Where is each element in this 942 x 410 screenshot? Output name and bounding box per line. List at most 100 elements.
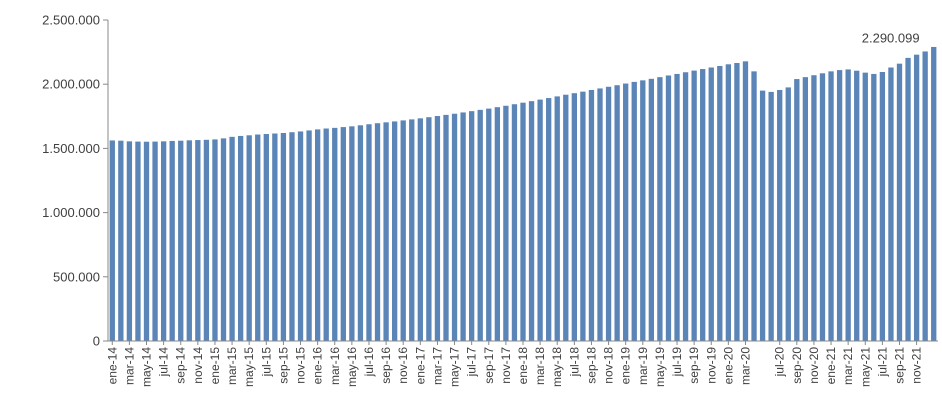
x-tick-label: nov-14 — [191, 347, 205, 384]
x-tick-label: jul-16 — [362, 347, 376, 378]
bar — [520, 102, 526, 341]
x-tick-label: ene-21 — [824, 347, 838, 385]
bar — [597, 88, 603, 341]
bar — [135, 141, 141, 341]
y-tick-label: 2.500.000 — [42, 13, 100, 28]
y-tick-label: 0 — [93, 334, 100, 349]
x-tick-label: nov-17 — [499, 347, 513, 384]
bar — [896, 63, 903, 341]
bar — [631, 81, 637, 341]
bar — [451, 113, 458, 341]
bar — [836, 70, 843, 341]
bar — [426, 117, 432, 341]
x-tick-label: jul-14 — [157, 347, 171, 378]
x-tick-label: jul-17 — [465, 347, 479, 378]
x-tick-label: may-19 — [653, 347, 667, 387]
bar — [717, 65, 723, 341]
bar — [109, 140, 115, 341]
x-tick-label: ene-15 — [208, 347, 222, 385]
bar — [571, 93, 577, 341]
bar — [700, 69, 706, 342]
bar — [460, 112, 466, 341]
bar — [357, 125, 364, 341]
bar — [888, 67, 894, 341]
bar — [374, 123, 381, 341]
bar — [297, 131, 304, 341]
bar — [323, 128, 329, 341]
y-tick-label: 1.500.000 — [42, 141, 100, 156]
bar — [443, 114, 449, 341]
bar — [648, 78, 655, 341]
x-tick-label: may-21 — [858, 347, 872, 387]
bar — [819, 73, 826, 341]
y-axis: 0 500.000 1.000.000 1.500.000 2.000.000 2.500… — [42, 13, 109, 349]
x-tick-label: sep-15 — [276, 347, 290, 384]
bar — [794, 79, 800, 341]
bar — [203, 139, 210, 341]
bar — [263, 134, 269, 341]
bar — [469, 111, 475, 341]
x-axis: ene-14 mar-14 may-14 jul-14 sep-14 nov-14 ene-… — [105, 340, 938, 387]
bar — [665, 75, 672, 341]
x-tick-label: sep-20 — [790, 347, 804, 384]
bar — [605, 86, 612, 342]
x-tick-label: jul-18 — [567, 347, 581, 378]
x-tick-label: jul-19 — [670, 347, 684, 378]
bar — [126, 141, 133, 341]
bar — [785, 87, 791, 341]
x-tick-label: mar-21 — [841, 347, 855, 385]
bar — [614, 85, 620, 341]
bar — [237, 135, 244, 341]
bar — [280, 132, 287, 341]
bar — [178, 140, 184, 341]
x-tick-label: may-18 — [550, 347, 564, 387]
x-tick-label: nov-19 — [704, 347, 718, 384]
x-tick-label: may-15 — [242, 347, 256, 387]
bar — [905, 57, 911, 341]
x-tick-label: mar-17 — [430, 347, 444, 385]
bar — [511, 104, 518, 341]
bar — [854, 70, 860, 341]
x-tick-label: jul-20 — [773, 347, 787, 378]
bar — [340, 127, 346, 341]
bar — [845, 69, 851, 342]
bar — [289, 132, 295, 341]
x-tick-label: sep-21 — [892, 347, 906, 384]
x-tick-label: ene-14 — [105, 347, 119, 385]
bar — [640, 80, 646, 341]
bar — [546, 98, 552, 341]
bar — [742, 61, 749, 342]
bar — [383, 122, 389, 341]
data-label: 2.290.099 — [862, 31, 920, 46]
bar — [759, 90, 766, 342]
bar — [811, 75, 817, 342]
x-tick-label: mar-15 — [225, 347, 239, 385]
bar — [674, 73, 680, 342]
bar — [314, 129, 321, 341]
x-tick-label: nov-18 — [602, 347, 616, 384]
y-tick-label: 1.000.000 — [42, 205, 100, 220]
bar — [349, 126, 355, 341]
annotations: 2.290.099 — [862, 31, 920, 46]
bar — [246, 135, 252, 341]
x-tick-label: nov-21 — [910, 347, 924, 384]
x-tick-label: may-14 — [140, 347, 154, 387]
bar — [272, 133, 278, 341]
bar — [143, 141, 150, 341]
bar — [366, 124, 372, 341]
bar — [563, 94, 569, 341]
y-tick-label: 2.000.000 — [42, 77, 100, 92]
y-tick-label: 500.000 — [53, 269, 100, 284]
x-tick-label: nov-15 — [294, 347, 308, 384]
bar — [828, 71, 834, 342]
x-tick-label: nov-20 — [807, 347, 821, 384]
bar — [768, 91, 774, 342]
bar — [160, 141, 167, 341]
x-tick-label: mar-14 — [122, 347, 136, 385]
x-tick-label: jul-15 — [259, 347, 273, 378]
bar — [503, 105, 509, 342]
bar — [691, 70, 697, 341]
bar — [212, 139, 218, 341]
bar — [118, 140, 124, 341]
